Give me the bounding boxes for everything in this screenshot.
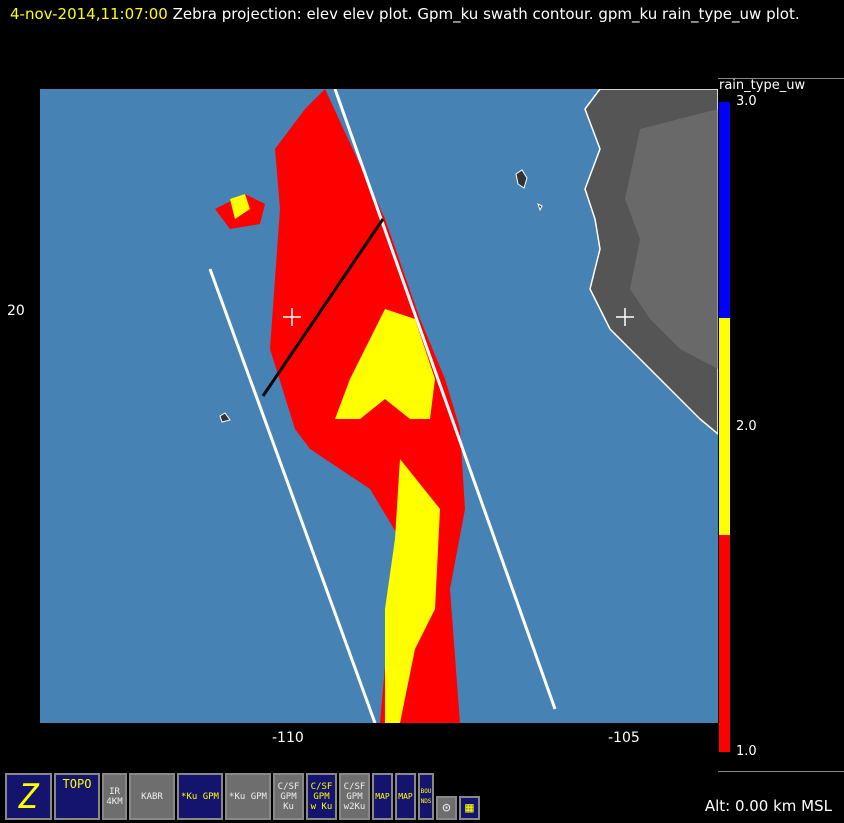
zebra-icon[interactable]: Z [5,773,52,820]
colorbar-label-1: 1.0 [736,744,757,759]
c-sf-gpm-ku-icon[interactable]: C/SF GPM Ku [273,773,304,820]
swath-edge-right [333,89,557,710]
colorbar-label-2: 2.0 [736,419,757,434]
grid-icon[interactable]: ▦ [459,796,480,820]
altitude-readout: Alt: 0.00 km MSL [704,797,832,815]
plot-datetime: 4-nov-2014,11:07:00 [10,5,168,23]
kabr-radar-icon[interactable]: KABR [129,773,175,820]
swath-edge-left [208,268,377,723]
x-tick-minus110: -110 [272,730,304,746]
ir-4km-icon[interactable]: IR 4KM [102,773,127,820]
bounds-icon[interactable]: BOUNDS [418,773,434,820]
topo-icon[interactable]: TOPO [54,773,100,820]
circle-target-icon[interactable]: ⊙ [436,796,457,820]
map-plot[interactable] [40,89,718,723]
x-tick-minus105: -105 [608,730,640,746]
island [219,169,543,423]
rain-convective [230,194,440,723]
y-tick-20: 20 [7,303,25,319]
icon-toolbar: Z TOPO IR 4KM KABR *Ku GPM *Ku GPM C/SF … [5,773,480,820]
cross-section-line [261,218,385,397]
ku-gpm-icon[interactable]: *Ku GPM [177,773,223,820]
colorbar-red [719,535,730,752]
plot-description: Zebra projection: elev elev plot. Gpm_ku… [167,5,800,23]
colorbar-bottom-divider [718,771,844,772]
map-icon[interactable]: MAP [372,773,393,820]
colorbar-title: rain_type_uw [719,78,806,93]
colorbar-divider [718,78,844,79]
c-sf-gpm-w-ku-icon[interactable]: C/SF GPM w Ku [306,773,337,820]
map-2-icon[interactable]: MAP [395,773,416,820]
c-sf-gpm-w2ku-icon[interactable]: C/SF GPM w2Ku [339,773,370,820]
plot-title: 4-nov-2014,11:07:00 Zebra projection: el… [10,3,840,25]
ku-gpm-gray-icon[interactable]: *Ku GPM [225,773,271,820]
colorbar-label-3: 3.0 [736,94,757,109]
colorbar-yellow [719,318,730,535]
crosshair-marker [283,308,634,326]
colorbar-blue [719,102,730,318]
land-highland [625,109,718,369]
